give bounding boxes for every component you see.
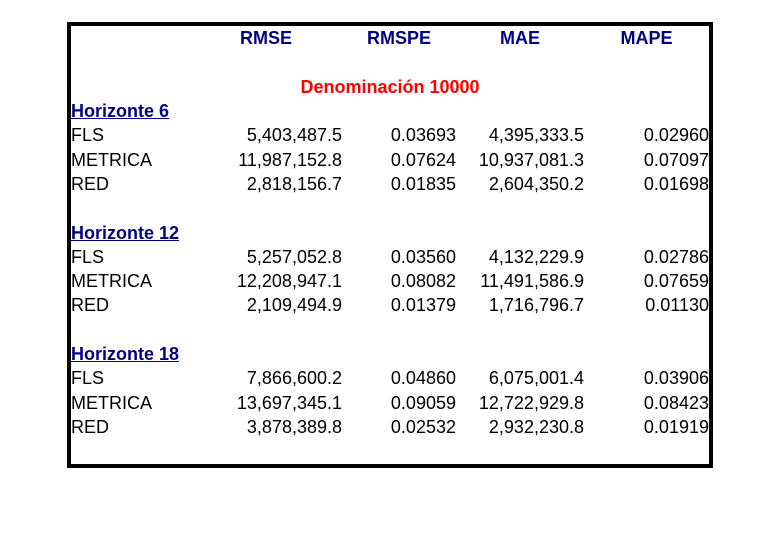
method-label: FLS xyxy=(71,246,105,267)
table-row: RED 3,878,389.8 0.02532 2,932,230.8 0.01… xyxy=(71,415,709,439)
header-spacer-cell xyxy=(71,26,190,50)
value-rmse: 2,818,156.7 xyxy=(246,173,342,194)
value-mape: 0.01130 xyxy=(645,295,709,316)
spacer-row xyxy=(71,318,709,342)
table-row: FLS 5,403,487.5 0.03693 4,395,333.5 0.02… xyxy=(71,123,709,147)
value-rmspe: 0.08082 xyxy=(390,271,456,292)
subtitle-row: Denominación 10000 xyxy=(71,75,709,99)
value-rmse: 2,109,494.9 xyxy=(246,295,342,316)
value-mae: 2,932,230.8 xyxy=(488,416,584,437)
value-rmse: 11,987,152.8 xyxy=(238,149,342,170)
value-mape: 0.08423 xyxy=(643,392,709,413)
method-label: METRICA xyxy=(71,392,152,413)
spacer-row xyxy=(71,196,709,220)
value-rmse: 5,403,487.5 xyxy=(246,125,342,146)
value-mape: 0.02960 xyxy=(643,125,709,146)
value-mape: 0.03906 xyxy=(643,368,709,389)
section-title-row: Horizonte 6 xyxy=(71,99,709,123)
value-mae: 4,395,333.5 xyxy=(488,125,584,146)
table-row: METRICA 12,208,947.1 0.08082 11,491,586.… xyxy=(71,269,709,293)
table-subtitle: Denominación 10000 xyxy=(300,76,480,97)
value-mape: 0.01919 xyxy=(643,416,709,437)
value-rmse: 3,878,389.8 xyxy=(246,416,342,437)
spacer-row xyxy=(71,439,709,464)
col-header-mape: MAPE xyxy=(620,28,673,49)
section-title-row: Horizonte 18 xyxy=(71,342,709,366)
value-rmse: 12,208,947.1 xyxy=(236,271,342,292)
col-header-mae: MAE xyxy=(500,28,540,49)
method-label: FLS xyxy=(71,125,105,146)
value-rmspe: 0.03560 xyxy=(390,246,456,267)
col-header-rmspe: RMSPE xyxy=(366,28,431,49)
section-title-horizonte-12: Horizonte 12 xyxy=(71,222,180,243)
value-rmspe: 0.09059 xyxy=(390,392,456,413)
value-mae: 12,722,929.8 xyxy=(478,392,584,413)
method-label: RED xyxy=(71,173,110,194)
value-rmspe: 0.01379 xyxy=(390,295,456,316)
spacer-row xyxy=(71,50,709,74)
table-row: RED 2,109,494.9 0.01379 1,716,796.7 0.01… xyxy=(71,293,709,317)
value-mape: 0.01698 xyxy=(643,173,709,194)
method-label: METRICA xyxy=(71,149,152,170)
section-title-horizonte-18: Horizonte 18 xyxy=(71,344,180,364)
value-mae: 6,075,001.4 xyxy=(488,368,584,389)
method-label: FLS xyxy=(71,368,105,389)
metrics-table: RMSE RMSPE MAE MAPE Denominación 10000 H… xyxy=(71,26,709,464)
col-header-rmse: RMSE xyxy=(239,28,292,49)
value-mae: 2,604,350.2 xyxy=(488,173,584,194)
table-row: RED 2,818,156.7 0.01835 2,604,350.2 0.01… xyxy=(71,172,709,196)
value-mae: 4,132,229.9 xyxy=(488,246,584,267)
value-mape: 0.02786 xyxy=(643,246,709,267)
value-mape: 0.07097 xyxy=(643,149,709,170)
value-rmspe: 0.07624 xyxy=(390,149,456,170)
method-label: METRICA xyxy=(71,271,152,292)
value-mae: 10,937,081.3 xyxy=(478,149,584,170)
table-row: FLS 7,866,600.2 0.04860 6,075,001.4 0.03… xyxy=(71,366,709,390)
table-row: FLS 5,257,052.8 0.03560 4,132,229.9 0.02… xyxy=(71,245,709,269)
section-title-horizonte-6: Horizonte 6 xyxy=(71,101,170,122)
value-rmspe: 0.03693 xyxy=(390,125,456,146)
value-mape: 0.07659 xyxy=(643,271,709,292)
value-rmspe: 0.02532 xyxy=(390,416,456,437)
table-row: METRICA 13,697,345.1 0.09059 12,722,929.… xyxy=(71,390,709,414)
value-rmse: 13,697,345.1 xyxy=(236,392,342,413)
section-title-row: Horizonte 12 xyxy=(71,220,709,244)
value-rmse: 7,866,600.2 xyxy=(246,368,342,389)
value-rmspe: 0.01835 xyxy=(390,173,456,194)
table-row: METRICA 11,987,152.8 0.07624 10,937,081.… xyxy=(71,147,709,171)
value-rmspe: 0.04860 xyxy=(390,368,456,389)
method-label: RED xyxy=(71,416,110,437)
metrics-table-box: RMSE RMSPE MAE MAPE Denominación 10000 H… xyxy=(67,22,713,468)
value-mae: 1,716,796.7 xyxy=(488,295,584,316)
method-label: RED xyxy=(71,295,110,316)
value-rmse: 5,257,052.8 xyxy=(246,246,342,267)
header-row: RMSE RMSPE MAE MAPE xyxy=(71,26,709,50)
value-mae: 11,491,586.9 xyxy=(480,271,584,292)
